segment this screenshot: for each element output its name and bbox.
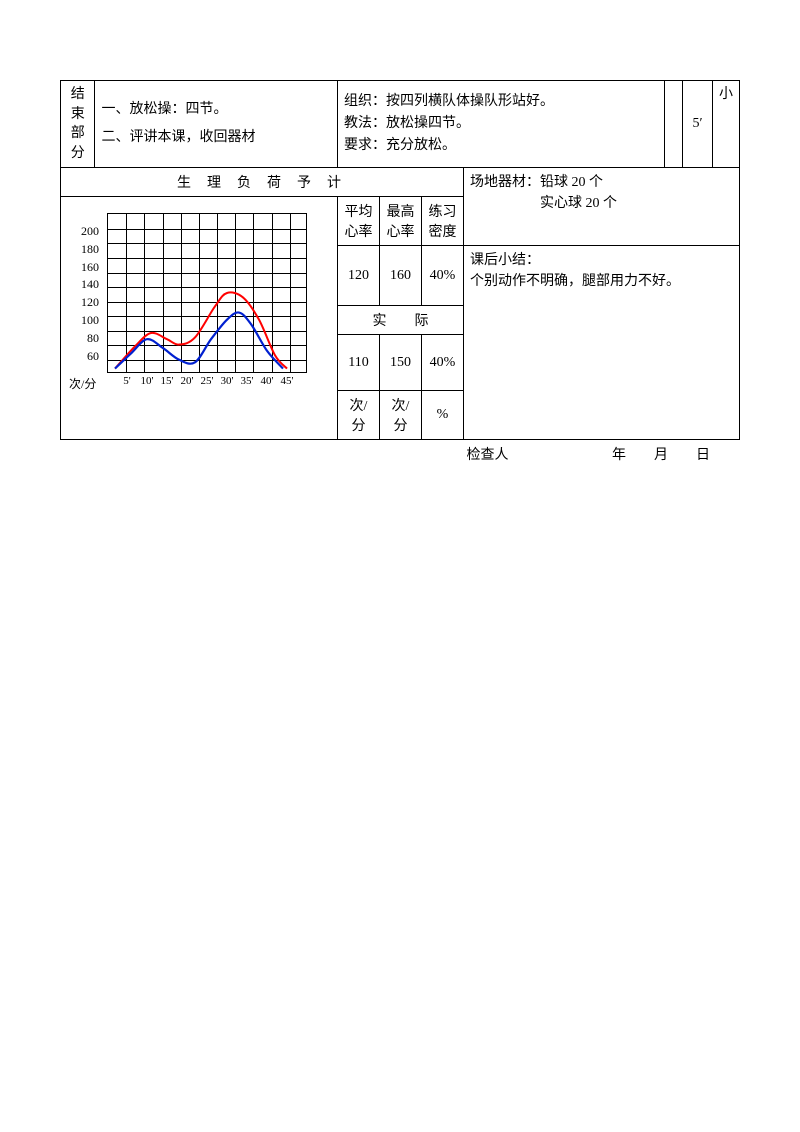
lesson-table: 结束部分 一、放松操：四节。 二、评讲本课，收回器材 组织：按四列横队体操队形站… [60, 80, 740, 440]
equipment-cell: 场地器材：铅球 20 个 实心球 20 个 [464, 168, 740, 246]
equipment-label: 场地器材： [470, 175, 540, 190]
act-avg: 110 [338, 335, 380, 391]
closing-line1: 一、放松操：四节。 [101, 96, 331, 124]
heartrate-chart: 6080100120140160180200 次/分 5'10'15'20'25… [69, 213, 329, 403]
closing-label: 结束部分 [61, 81, 95, 168]
equipment-line1: 铅球 20 个 [540, 175, 603, 190]
chart-cell: 6080100120140160180200 次/分 5'10'15'20'25… [61, 197, 338, 440]
chart-yunit: 次/分 [69, 375, 96, 392]
phys-title: 生理负荷予计 [61, 168, 464, 197]
hdr-density: 练习密度 [422, 197, 464, 246]
summary-label: 课后小结： [470, 250, 733, 271]
act-density: 40% [422, 335, 464, 391]
unit-max: 次/分 [380, 391, 422, 440]
hdr-max: 最高心率 [380, 197, 422, 246]
closing-org3: 要求：充分放松。 [344, 135, 658, 157]
closing-content: 一、放松操：四节。 二、评讲本课，收回器材 [95, 81, 338, 168]
closing-line2: 二、评讲本课，收回器材 [101, 124, 331, 152]
closing-label-text: 结束部分 [71, 87, 85, 161]
phys-title-row: 生理负荷予计 场地器材：铅球 20 个 实心球 20 个 [61, 168, 740, 197]
closing-section-row: 结束部分 一、放松操：四节。 二、评讲本课，收回器材 组织：按四列横队体操队形站… [61, 81, 740, 168]
pred-density: 40% [422, 246, 464, 306]
summary-text: 个别动作不明确，腿部用力不好。 [470, 271, 733, 292]
equipment-line2: 实心球 20 个 [540, 196, 617, 211]
unit-avg: 次/分 [338, 391, 380, 440]
act-max: 150 [380, 335, 422, 391]
chart-curves [107, 213, 307, 373]
closing-blank [665, 81, 683, 168]
pred-max: 160 [380, 246, 422, 306]
hdr-avg: 平均心率 [338, 197, 380, 246]
footer-inspector: 检查人 [467, 444, 509, 464]
closing-org1: 组织：按四列横队体操队形站好。 [344, 91, 658, 113]
footer-date: 年 月 日 [612, 448, 710, 463]
closing-org2: 教法：放松操四节。 [344, 113, 658, 135]
closing-intensity: 小 [713, 81, 740, 168]
actual-label: 实 际 [338, 306, 464, 335]
summary-cell: 课后小结： 个别动作不明确，腿部用力不好。 [464, 246, 740, 440]
closing-org: 组织：按四列横队体操队形站好。 教法：放松操四节。 要求：充分放松。 [338, 81, 665, 168]
pred-avg: 120 [338, 246, 380, 306]
unit-density: % [422, 391, 464, 440]
footer: 检查人 年 月 日 [60, 440, 740, 464]
closing-time: 5′ [683, 81, 713, 168]
